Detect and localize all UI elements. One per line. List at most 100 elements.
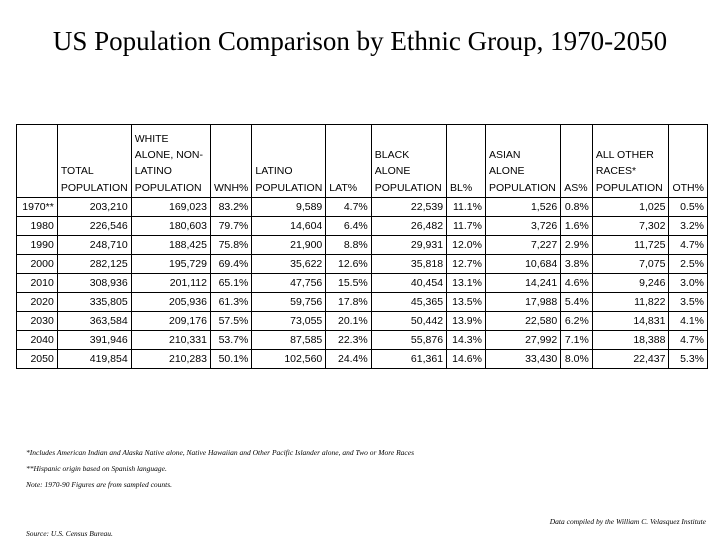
table-cell: 35,818	[370, 254, 448, 274]
source-credit: Source: U.S. Census Bureau.	[26, 529, 113, 538]
table-cell: 391,946	[56, 330, 132, 350]
table-cell: 2.5%	[668, 254, 708, 274]
table-cell: 47,756	[251, 273, 327, 293]
table-cell: 8.8%	[325, 235, 372, 255]
table-row: 1970** 203,210 169,023 83.2% 9,589 4.7% 22,539…	[16, 197, 708, 217]
table-cell: 17,988	[484, 292, 562, 312]
table-cell: 11,822	[591, 292, 670, 312]
table-cell: 9,246	[591, 273, 670, 293]
table-cell: 188,425	[130, 235, 211, 255]
header-cell-latino-pct: LAT%	[325, 124, 372, 198]
table-cell: 13.1%	[446, 273, 486, 293]
table-header-row: TOTAL POPULATION WHITE ALONE, NON-LATINO…	[16, 124, 708, 198]
page-title: US Population Comparison by Ethnic Group…	[52, 26, 668, 56]
table-cell: 22,437	[591, 349, 670, 369]
table-cell: 8.0%	[560, 349, 593, 369]
population-table: TOTAL POPULATION WHITE ALONE, NON-LATINO…	[16, 124, 708, 369]
table-cell: 69.4%	[209, 254, 253, 274]
header-cell-total: TOTAL POPULATION	[56, 124, 132, 198]
table-cell: 14,604	[251, 216, 327, 236]
table-cell: 4.6%	[560, 273, 593, 293]
table-cell: 209,176	[130, 311, 211, 331]
year-cell: 1980	[16, 216, 58, 236]
table-cell: 203,210	[56, 197, 132, 217]
table-cell: 7,302	[591, 216, 670, 236]
table-cell: 12.6%	[325, 254, 372, 274]
table-cell: 15.5%	[325, 273, 372, 293]
table-cell: 7,227	[484, 235, 562, 255]
table-row: 2050 419,854 210,283 50.1% 102,560 24.4% 61,36…	[16, 349, 708, 369]
year-cell: 2050	[16, 349, 58, 369]
table-cell: 45,365	[370, 292, 448, 312]
table-cell: 419,854	[56, 349, 132, 369]
table-cell: 335,805	[56, 292, 132, 312]
table-cell: 61,361	[370, 349, 448, 369]
year-cell: 2030	[16, 311, 58, 331]
table-cell: 180,603	[130, 216, 211, 236]
table-cell: 57.5%	[209, 311, 253, 331]
table-cell: 4.1%	[668, 311, 708, 331]
table-cell: 4.7%	[325, 197, 372, 217]
table-cell: 201,112	[130, 273, 211, 293]
table-cell: 12.0%	[446, 235, 486, 255]
table-cell: 11.1%	[446, 197, 486, 217]
year-cell: 2000	[16, 254, 58, 274]
year-cell: 2040	[16, 330, 58, 350]
table-cell: 1,526	[484, 197, 562, 217]
year-cell: 1970**	[16, 197, 58, 217]
table-cell: 4.7%	[668, 330, 708, 350]
table-cell: 0.8%	[560, 197, 593, 217]
compiled-by-credit: Data compiled by the William C. Velasque…	[549, 517, 706, 526]
table-cell: 3.5%	[668, 292, 708, 312]
table-cell: 20.1%	[325, 311, 372, 331]
table-cell: 50,442	[370, 311, 448, 331]
header-cell-white-pct: WNH%	[209, 124, 253, 198]
table-body: 1970** 203,210 169,023 83.2% 9,589 4.7% 22,539…	[16, 197, 708, 369]
table-cell: 0.5%	[668, 197, 708, 217]
header-cell-year	[16, 124, 58, 198]
table-cell: 18,388	[591, 330, 670, 350]
table-cell: 13.9%	[446, 311, 486, 331]
table-row: 2010 308,936 201,112 65.1% 47,756 15.5% 40,454…	[16, 273, 708, 293]
table-cell: 3,726	[484, 216, 562, 236]
header-cell-other: ALL OTHER RACES* POPULATION	[591, 124, 670, 198]
table-cell: 6.4%	[325, 216, 372, 236]
table-cell: 169,023	[130, 197, 211, 217]
header-cell-white: WHITE ALONE, NON-LATINO POPULATION	[130, 124, 211, 198]
table-cell: 2.9%	[560, 235, 593, 255]
table-cell: 1,025	[591, 197, 670, 217]
table-cell: 102,560	[251, 349, 327, 369]
table-cell: 9,589	[251, 197, 327, 217]
footnotes: *Includes American Indian and Alaska Nat…	[26, 448, 486, 496]
table-cell: 21,900	[251, 235, 327, 255]
table-cell: 248,710	[56, 235, 132, 255]
table-cell: 1.6%	[560, 216, 593, 236]
header-cell-other-pct: OTH%	[668, 124, 708, 198]
table-cell: 40,454	[370, 273, 448, 293]
table-cell: 205,936	[130, 292, 211, 312]
header-cell-asian: ASIAN ALONE POPULATION	[484, 124, 562, 198]
table-cell: 22,580	[484, 311, 562, 331]
table-cell: 87,585	[251, 330, 327, 350]
table-cell: 11,725	[591, 235, 670, 255]
table-cell: 5.3%	[668, 349, 708, 369]
header-cell-asian-pct: AS%	[560, 124, 593, 198]
footnote-hispanic-origin: **Hispanic origin based on Spanish langu…	[26, 464, 167, 474]
table-cell: 22,539	[370, 197, 448, 217]
table-cell: 14.3%	[446, 330, 486, 350]
table-cell: 3.8%	[560, 254, 593, 274]
table-cell: 53.7%	[209, 330, 253, 350]
table-cell: 14.6%	[446, 349, 486, 369]
table-cell: 308,936	[56, 273, 132, 293]
table-cell: 195,729	[130, 254, 211, 274]
footnote-sampled-counts: Note: 1970-90 Figures are from sampled c…	[26, 480, 173, 490]
footnote-other-races: *Includes American Indian and Alaska Nat…	[26, 448, 415, 457]
table-cell: 61.3%	[209, 292, 253, 312]
table-cell: 26,482	[370, 216, 448, 236]
table-cell: 24.4%	[325, 349, 372, 369]
table-cell: 11.7%	[446, 216, 486, 236]
table-cell: 210,283	[130, 349, 211, 369]
table-cell: 35,622	[251, 254, 327, 274]
table-cell: 226,546	[56, 216, 132, 236]
table-cell: 363,584	[56, 311, 132, 331]
